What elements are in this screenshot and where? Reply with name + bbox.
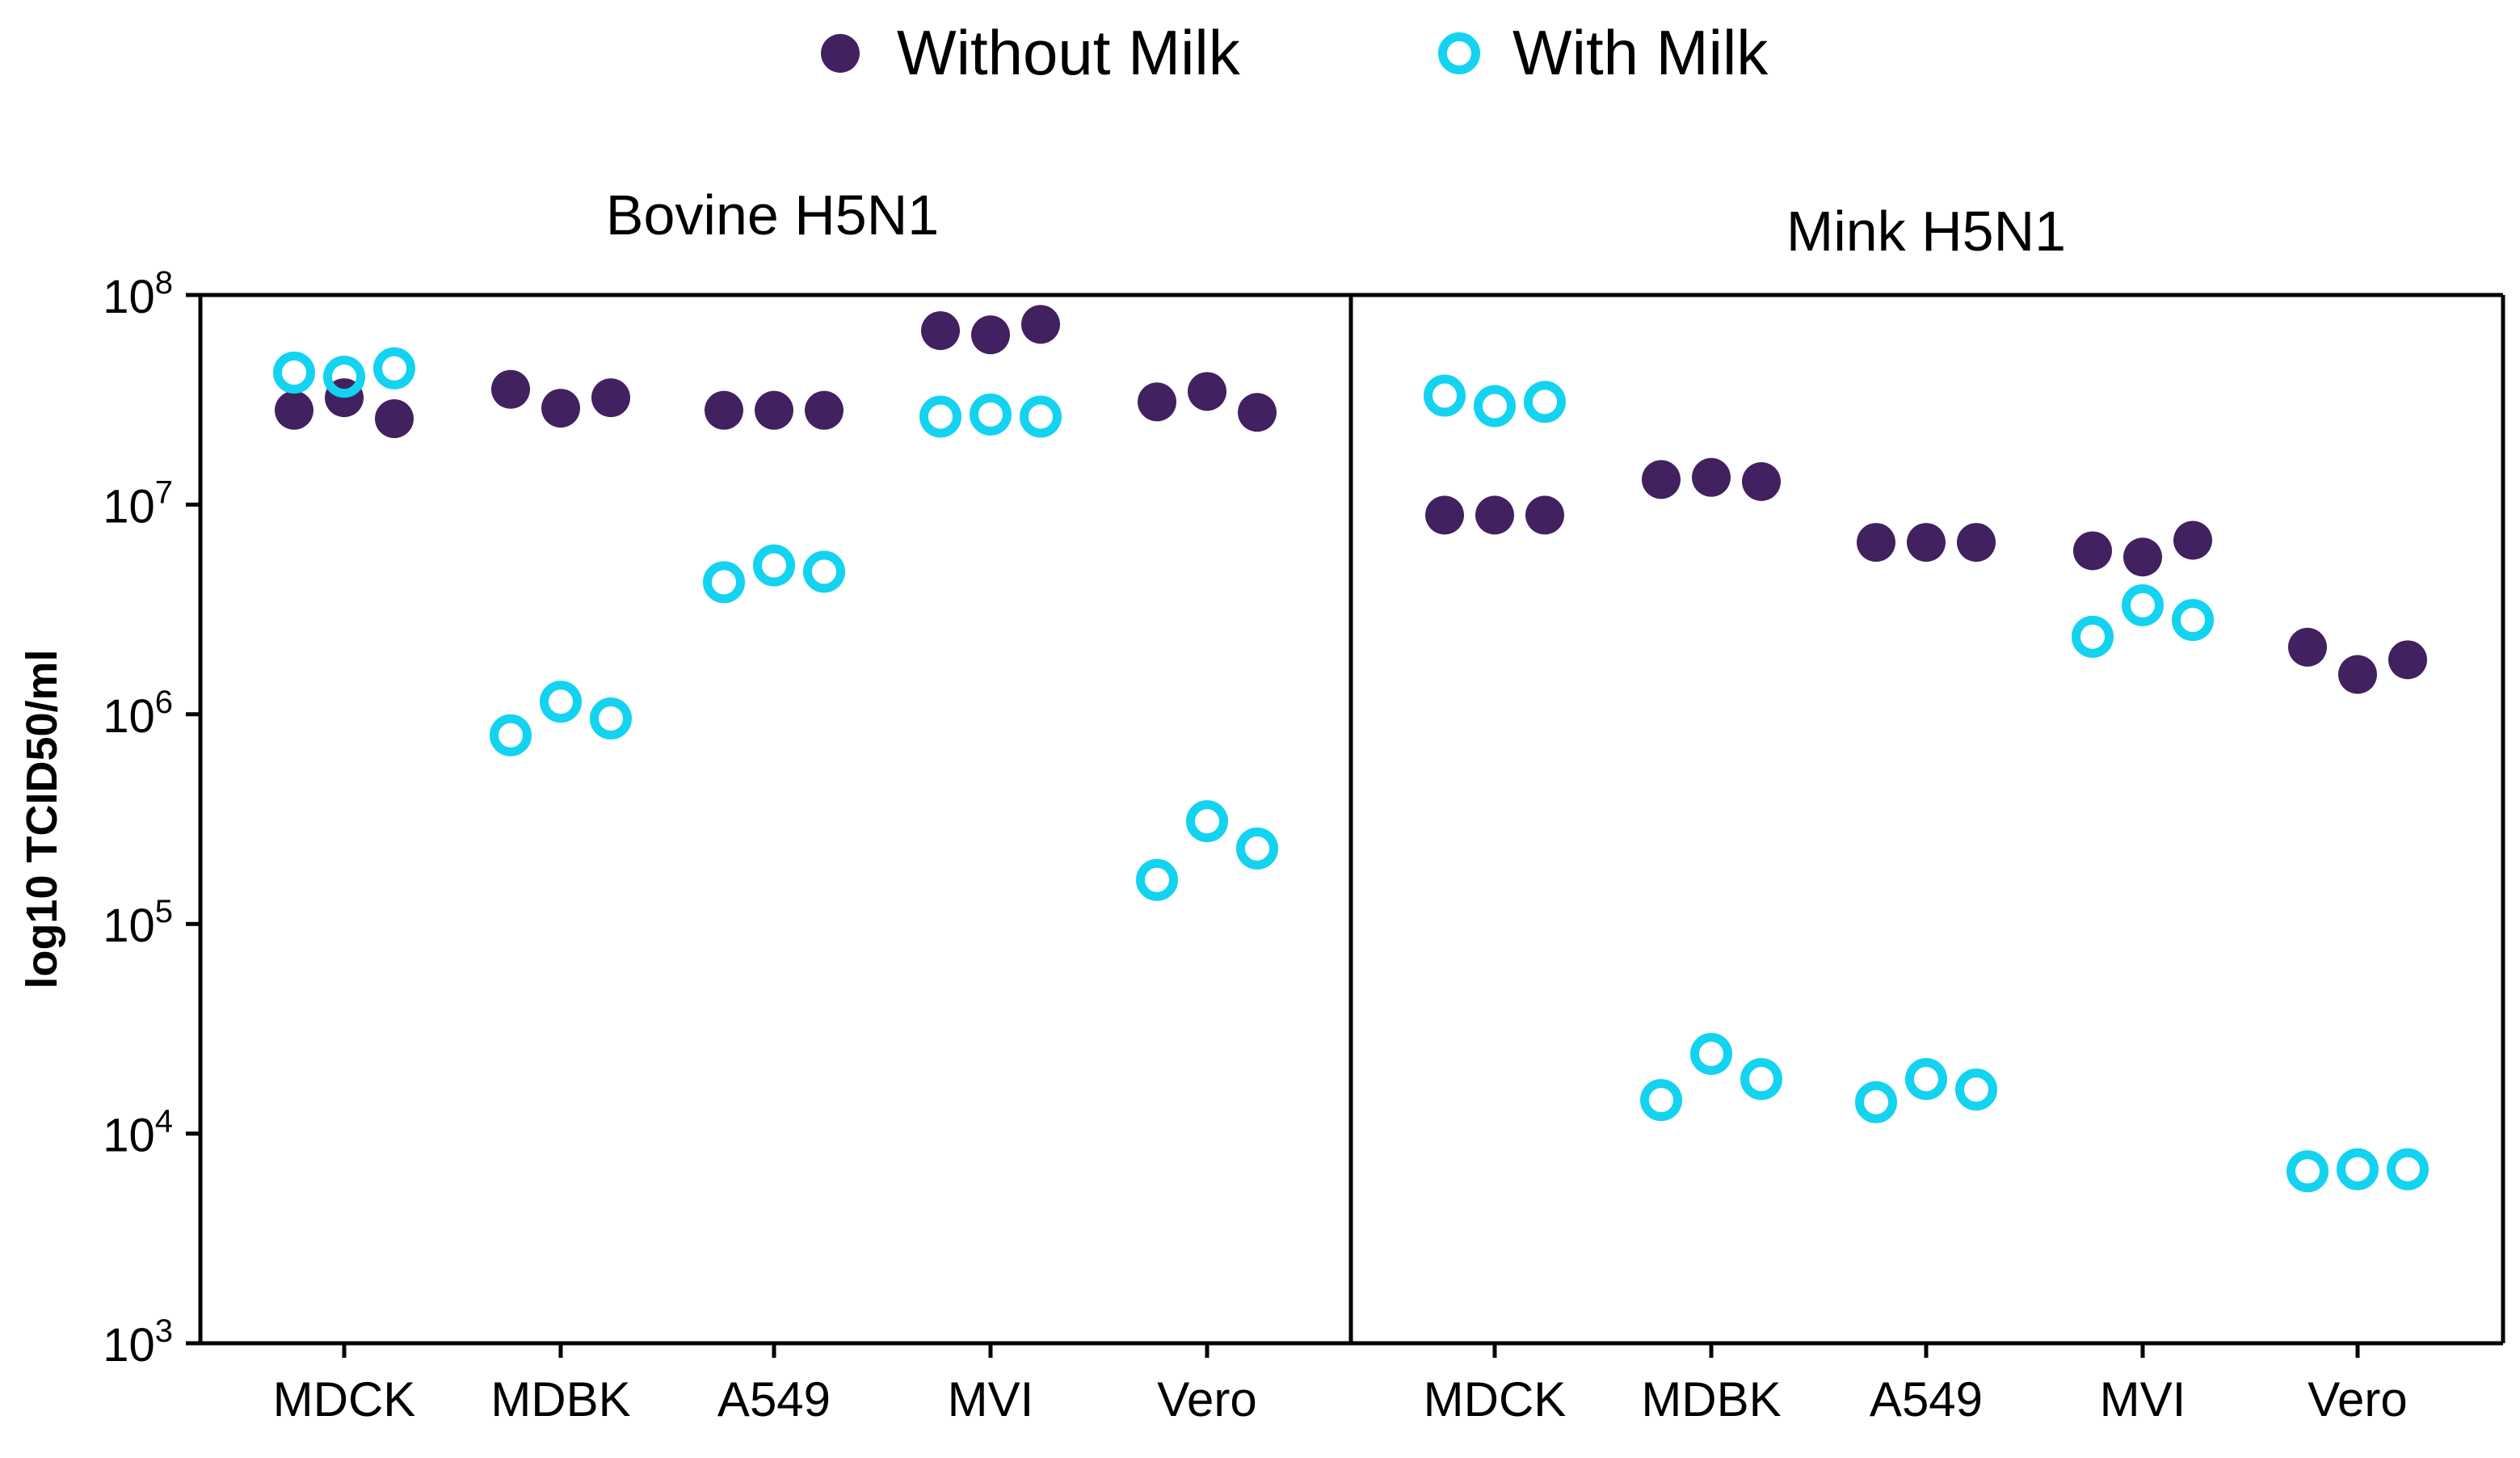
point-with-milk: [1020, 395, 1062, 438]
point-without-milk: [1957, 523, 1996, 563]
y-tick-exponent: 7: [155, 474, 173, 510]
point-without-milk: [1475, 495, 1514, 535]
point-with-milk: [2387, 1148, 2429, 1190]
point-without-milk: [2123, 537, 2162, 577]
point-without-milk: [1642, 460, 1681, 499]
point-without-milk: [1021, 305, 1060, 344]
y-tick-base: 10: [103, 1319, 155, 1372]
point-with-milk: [1524, 381, 1566, 423]
point-with-milk: [1424, 374, 1466, 417]
x-tick-label: A549: [717, 1372, 831, 1426]
point-with-milk: [1740, 1058, 1782, 1101]
point-without-milk: [921, 311, 960, 351]
y-tick-label: 103: [103, 1313, 173, 1372]
point-with-milk: [1186, 800, 1228, 843]
y-tick-label: 108: [103, 265, 173, 323]
point-without-milk: [375, 399, 414, 439]
y-tick-base: 10: [103, 690, 155, 743]
point-with-milk: [1955, 1068, 1997, 1111]
point-with-milk: [323, 356, 365, 398]
point-without-milk: [971, 315, 1010, 355]
point-with-milk: [2072, 615, 2114, 658]
x-tick-label: A549: [1870, 1372, 1983, 1426]
legend-label: Without Milk: [897, 17, 1241, 88]
panel-title: Bovine H5N1: [606, 183, 939, 247]
x-tick-label: MVI: [2100, 1372, 2186, 1426]
point-with-milk: [1855, 1081, 1897, 1123]
point-with-milk: [1136, 858, 1178, 901]
point-without-milk: [1525, 495, 1564, 535]
point-with-milk: [2172, 599, 2214, 642]
point-without-milk: [2288, 627, 2327, 667]
legend-marker-open: [1438, 32, 1480, 74]
y-axis-label: log10 TCID50/ml: [18, 649, 66, 988]
point-with-milk: [1690, 1033, 1732, 1076]
legend: Without Milk With Milk: [821, 17, 1769, 88]
point-with-milk: [490, 714, 532, 756]
y-tick-exponent: 5: [155, 894, 173, 929]
point-without-milk: [2073, 531, 2112, 571]
point-without-milk: [1692, 457, 1731, 497]
point-with-milk: [2337, 1148, 2379, 1190]
point-with-milk: [1905, 1058, 1947, 1101]
point-with-milk: [803, 550, 845, 593]
x-tick-label: MDCK: [273, 1372, 416, 1426]
point-without-milk: [1425, 495, 1464, 535]
y-tick-exponent: 4: [155, 1104, 173, 1140]
y-tick-label: 106: [103, 685, 173, 743]
y-tick-base: 10: [103, 480, 155, 533]
y-tick-label: 104: [103, 1104, 173, 1162]
point-with-milk: [970, 393, 1012, 436]
point-with-milk: [919, 395, 961, 438]
y-tick-exponent: 8: [155, 265, 173, 301]
point-without-milk: [805, 390, 844, 430]
point-without-milk: [2338, 655, 2377, 694]
y-tick-label: 107: [103, 474, 173, 533]
point-with-milk: [2287, 1150, 2329, 1193]
y-tick-exponent: 3: [155, 1313, 173, 1349]
point-without-milk: [2173, 520, 2212, 560]
point-without-milk: [705, 390, 743, 430]
point-without-milk: [491, 369, 530, 409]
point-without-milk: [755, 390, 793, 430]
legend-label: With Milk: [1512, 17, 1769, 88]
x-tick-label: MDBK: [1641, 1372, 1781, 1426]
y-tick-label: 105: [103, 894, 173, 952]
point-without-milk: [1188, 372, 1226, 411]
point-without-milk: [1138, 382, 1176, 422]
point-without-milk: [275, 390, 313, 430]
point-with-milk: [1236, 827, 1278, 870]
point-with-milk: [590, 697, 632, 740]
panel-title: Mink H5N1: [1786, 200, 2066, 263]
point-without-milk: [2388, 640, 2427, 680]
y-tick-base: 10: [103, 271, 155, 323]
point-with-milk: [753, 544, 795, 587]
point-without-milk: [1857, 523, 1895, 563]
y-tick-base: 10: [103, 1110, 155, 1162]
point-with-milk: [1640, 1079, 1682, 1122]
y-tick-base: 10: [103, 900, 155, 952]
point-without-milk: [1238, 393, 1277, 432]
x-tick-label: MDBK: [490, 1372, 630, 1426]
point-with-milk: [2122, 584, 2164, 626]
point-without-milk: [591, 378, 630, 418]
x-tick-label: MDCK: [1424, 1372, 1567, 1426]
x-tick-label: MVI: [948, 1372, 1034, 1426]
point-with-milk: [273, 351, 315, 394]
point-without-milk: [1742, 461, 1781, 501]
x-tick-label: Vero: [1157, 1372, 1256, 1426]
legend-marker-filled: [821, 34, 860, 73]
data-points: [273, 305, 2429, 1193]
point-without-milk: [541, 389, 580, 428]
point-with-milk: [540, 681, 582, 723]
point-with-milk: [373, 347, 415, 390]
point-without-milk: [1907, 523, 1946, 563]
y-tick-exponent: 6: [155, 685, 173, 720]
x-tick-label: Vero: [2308, 1372, 2407, 1426]
point-with-milk: [703, 561, 745, 604]
point-with-milk: [1474, 385, 1516, 428]
